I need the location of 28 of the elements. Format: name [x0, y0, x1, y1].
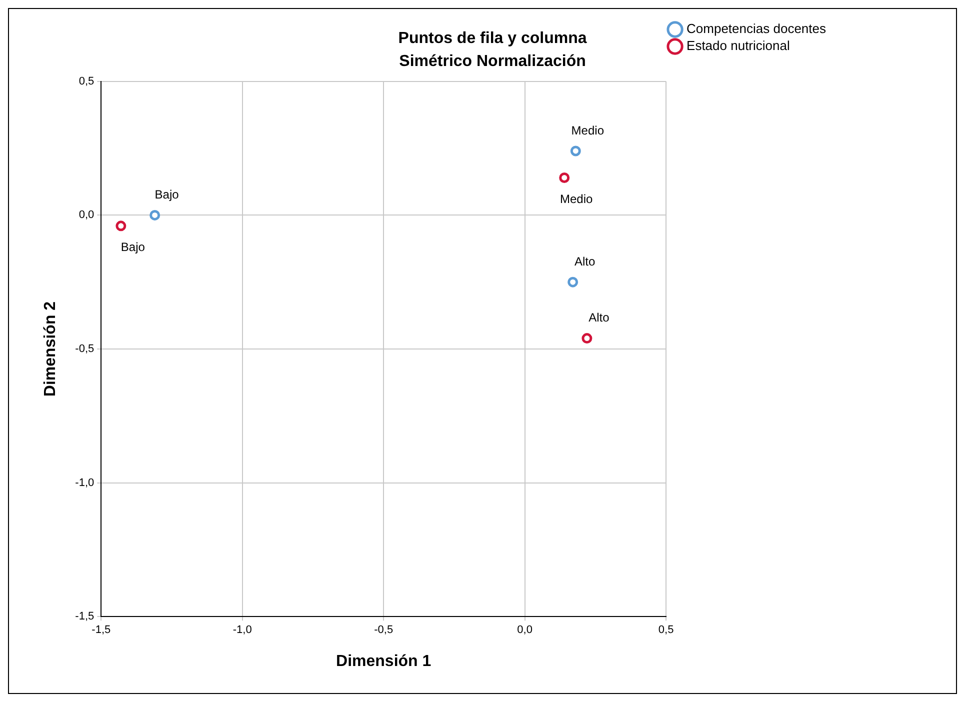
y-tick-label: -1,0	[75, 476, 94, 489]
point	[150, 210, 160, 220]
chart-subtitle: Simétrico Normalización	[399, 53, 586, 70]
annotation: Bajo	[120, 240, 146, 254]
annotation: Medio	[560, 192, 594, 206]
x-tick-label: -1,0	[232, 624, 252, 636]
annotation: Alto	[574, 254, 596, 268]
chart-title: Puntos de fila y columna	[398, 30, 587, 48]
x-tick-label: 0,5	[658, 624, 674, 636]
point	[582, 333, 592, 344]
x-tick-label: 0,0	[517, 624, 532, 636]
y-tick-label: -0,5	[75, 343, 94, 356]
y-tick-label: -1,5	[75, 610, 94, 623]
point	[568, 276, 578, 288]
annotation: Bajo	[154, 188, 180, 202]
x-tick-label: -1,5	[92, 624, 111, 636]
annotation: Alto	[588, 310, 610, 325]
x-tick-label: -0,5	[374, 624, 394, 636]
y-tick-label: 0,0	[78, 209, 94, 222]
y-axis-title: Dimensión 2	[42, 301, 60, 397]
point	[570, 146, 581, 156]
annotation: Medio	[571, 123, 604, 138]
point	[559, 172, 570, 183]
x-axis-title: Dimensión 1	[336, 652, 432, 670]
legend-label: Estado nutricional	[686, 38, 790, 54]
legend-label: Competencias docentes	[686, 21, 826, 36]
y-tick-label: 0,5	[78, 75, 94, 88]
point	[116, 220, 126, 232]
